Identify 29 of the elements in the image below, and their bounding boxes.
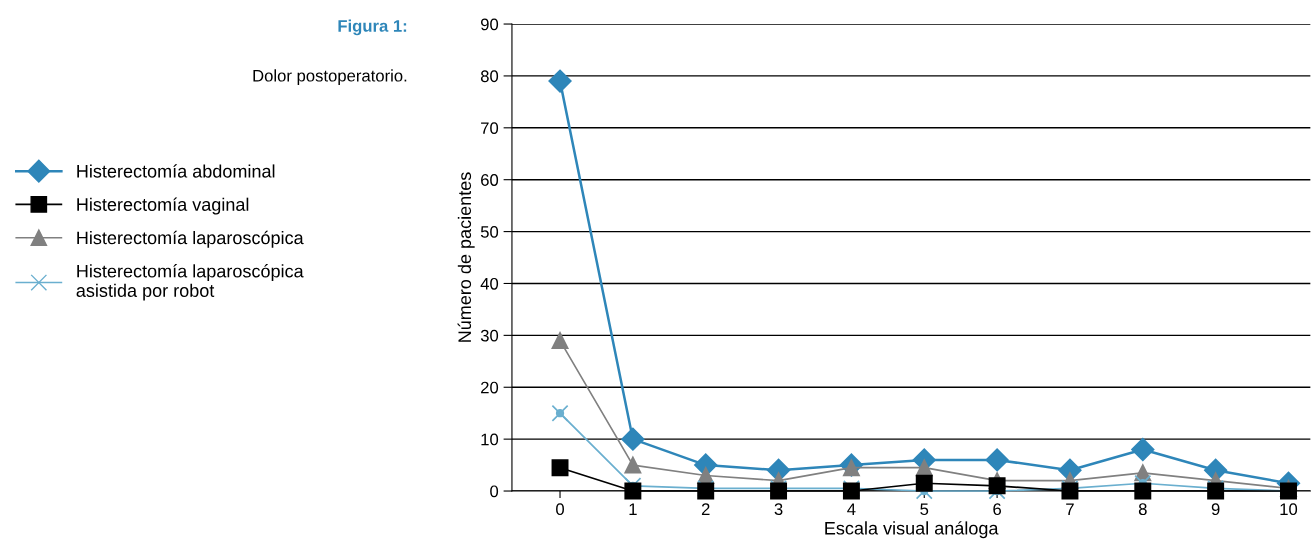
x-tick-label: 7 [1066,503,1074,515]
y-tick-label: 40 [480,277,499,290]
y-tick-label: 70 [481,122,499,135]
x-tick-label: 6 [993,503,1002,516]
y-tick-label: 90 [481,18,499,31]
x-tick-label: 3 [774,503,783,516]
legend-label: Histerectomía laparoscópica [77,230,304,248]
x-tick-label: 2 [701,503,710,515]
x-tick-label: 8 [1138,503,1147,516]
legend-label: Histerectomía laparoscópica asistida por robot [76,264,304,301]
y-tick-label: 0 [490,485,499,498]
y-axis-title: Número de pacientes [457,172,475,342]
text: Dolor postoperatorio. [253,69,407,85]
legend-label: Histerectomía vaginal [77,197,249,215]
x-tick-label: 1 [629,503,637,515]
y-tick-label: 60 [481,174,499,186]
legend-label: Histerectomía abdominal [77,164,275,178]
y-tick-label: 20 [481,381,499,394]
y-tick-label: 80 [480,70,499,83]
y-tick-label: 50 [480,225,499,238]
text: Figura 1: [338,19,407,36]
y-tick-label: 30 [480,329,499,342]
x-tick-label: 9 [1211,503,1220,516]
x-tick-label: 4 [847,503,856,515]
x-tick-label: 5 [920,503,929,516]
x-tick-label: 0 [556,503,565,516]
x-tick-label: 10 [1280,503,1298,516]
x-axis-title: Escala visual análoga [825,521,999,539]
y-tick-label: 10 [481,433,499,446]
